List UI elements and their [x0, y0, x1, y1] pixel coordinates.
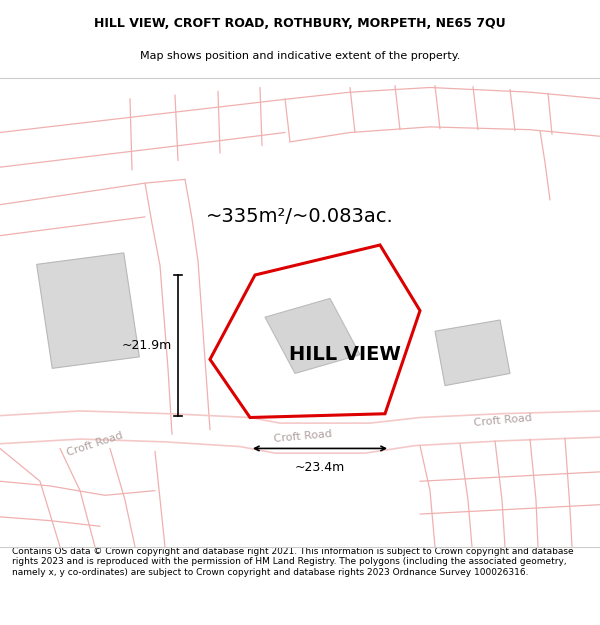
Text: Croft Road: Croft Road [473, 412, 533, 428]
Text: HILL VIEW, CROFT ROAD, ROTHBURY, MORPETH, NE65 7QU: HILL VIEW, CROFT ROAD, ROTHBURY, MORPETH… [94, 17, 506, 30]
Text: ~335m²/~0.083ac.: ~335m²/~0.083ac. [206, 208, 394, 226]
Text: Contains OS data © Crown copyright and database right 2021. This information is : Contains OS data © Crown copyright and d… [12, 547, 574, 577]
Text: Croft Road: Croft Road [65, 430, 124, 457]
Polygon shape [265, 298, 360, 373]
Text: ~21.9m: ~21.9m [122, 339, 172, 352]
Text: Croft Road: Croft Road [274, 429, 332, 444]
Bar [37, 253, 139, 368]
Text: ~23.4m: ~23.4m [295, 461, 345, 474]
Text: HILL VIEW: HILL VIEW [289, 345, 401, 364]
Text: Map shows position and indicative extent of the property.: Map shows position and indicative extent… [140, 51, 460, 61]
Polygon shape [435, 320, 510, 386]
